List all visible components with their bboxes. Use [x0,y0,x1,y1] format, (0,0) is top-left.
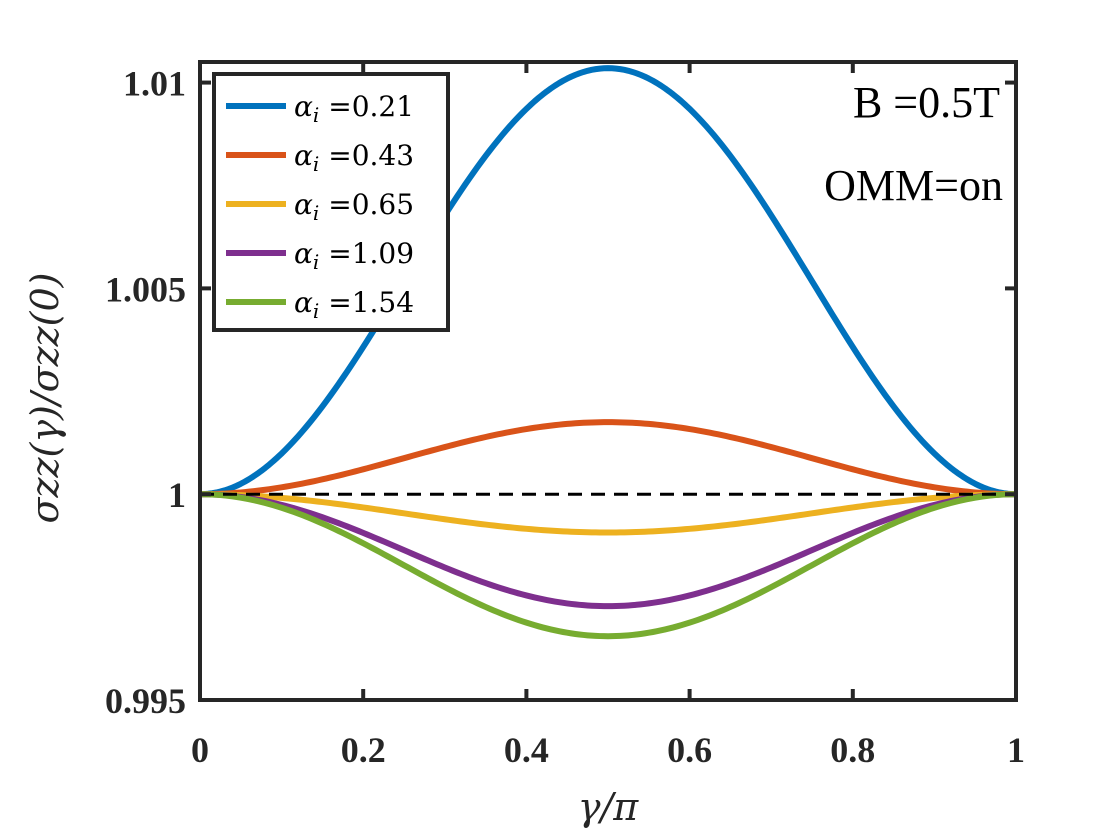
y-tick-label: 0.995 [105,681,186,721]
y-tick-label: 1.01 [123,64,186,104]
y-tick-label: 1.005 [105,269,186,309]
series-line-1 [199,65,1017,498]
legend-label: αi =0.65 [294,188,414,225]
legend-item: αi =0.65 [226,188,414,225]
series-line-5 [199,491,1017,640]
x-tick-label: 1 [1007,730,1025,770]
series-line-2 [199,419,1017,498]
annotation-field: B =0.5T [853,78,1000,127]
annotation-omm: OMM=on [824,161,1003,210]
series-layer [199,65,1017,640]
legend-item: αi =1.09 [226,237,414,274]
legend-item: αi =1.54 [226,286,414,323]
legend: αi =0.21 αi =0.43 αi =0.65 αi =1.09 αi =1.54 [212,72,450,332]
x-tick-label: 0.2 [341,730,386,770]
legend-label: αi =1.54 [294,286,414,323]
x-tick-label: 0.6 [667,730,712,770]
axes-frame [198,60,1018,702]
x-axis-label: γ/π [578,785,640,829]
series-line-4 [199,491,1017,610]
series-line-3 [199,491,1017,536]
legend-label: αi =0.43 [294,139,414,176]
x-tick-label: 0 [191,730,209,770]
ticks-layer: 0 0.2 0.4 0.6 0.8 1 0.995 1 1.005 1.01 [105,62,1025,770]
y-tick-label: 1 [168,475,186,515]
x-tick-label: 0.8 [830,730,875,770]
x-tick-label: 0.4 [504,730,549,770]
legend-item: αi =0.43 [226,139,414,176]
y-axis-label: σzz(γ)/σzz(0) [23,273,67,524]
legend-label: αi =0.21 [294,90,414,127]
legend-label: αi =1.09 [294,237,414,274]
legend-item: αi =0.21 [226,90,414,127]
